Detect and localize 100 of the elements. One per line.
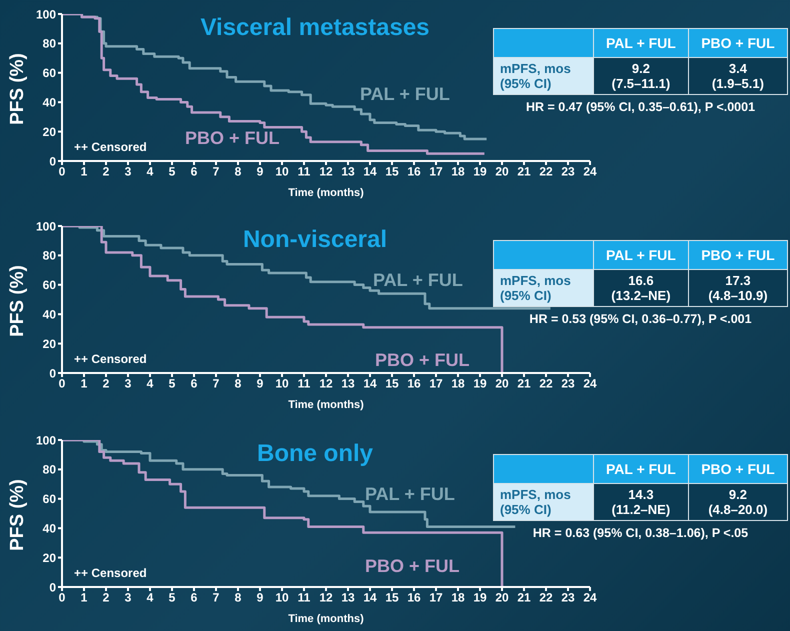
x-tick-label: 18	[451, 164, 465, 179]
annotation: ++ Censored	[74, 352, 147, 366]
x-tick-label: 15	[385, 164, 399, 179]
y-axis-title: PFS (%)	[7, 52, 29, 127]
annotation: ++ Censored	[74, 566, 147, 580]
text: 3.4 (1.9–5.1)	[712, 61, 764, 91]
x-tick-label: 17	[429, 590, 443, 605]
x-tick-label: 14	[363, 164, 377, 179]
x-axis-title: Time (months)	[288, 399, 364, 411]
y-tick-label: 80	[42, 248, 56, 263]
x-tick-label: 24	[583, 164, 597, 179]
x-tick-label: 8	[234, 164, 242, 179]
x-tick-label: 9	[256, 590, 264, 605]
x-tick-label: 23	[561, 590, 575, 605]
x-tick-label: 22	[539, 590, 553, 605]
annotation: HR = 0.47 (95% CI, 0.35–0.61), P <.0001	[524, 100, 756, 114]
text: PAL + FUL	[606, 461, 676, 477]
y-tick-label: 0	[49, 580, 56, 594]
x-tick-label: 9	[256, 376, 264, 391]
x-tick-label: 3	[124, 376, 132, 391]
series-label: PBO + FUL	[375, 350, 470, 371]
x-tick-label: 5	[168, 376, 176, 391]
x-tick-label: 8	[234, 376, 242, 391]
annotation: mPFS, mos (95% CI)	[494, 58, 594, 94]
x-tick-label: 4	[146, 164, 154, 179]
x-tick-label: 19	[473, 590, 487, 605]
x-tick-label: 0	[58, 376, 66, 391]
x-tick-label: 10	[275, 376, 289, 391]
x-tick-label: 12	[319, 590, 333, 605]
x-tick-label: 17	[429, 376, 443, 391]
x-tick-label: 1	[80, 376, 88, 391]
x-tick-label: 24	[583, 376, 597, 391]
x-tick-label: 20	[495, 590, 509, 605]
annotation: HR = 0.63 (95% CI, 0.38–1.06), P <.05	[532, 526, 750, 540]
x-tick-label: 12	[319, 376, 333, 391]
x-tick-label: 18	[451, 590, 465, 605]
chart-title: Bone only	[256, 440, 374, 468]
x-tick-label: 11	[298, 376, 311, 391]
x-tick-label: 22	[539, 164, 553, 179]
annotation: HR = 0.53 (95% CI, 0.36–0.77), P <.001	[528, 312, 753, 326]
x-tick-label: 21	[517, 590, 531, 605]
x-tick-label: 7	[212, 164, 220, 179]
y-tick-label: 60	[42, 492, 56, 506]
x-tick-label: 5	[168, 164, 176, 179]
y-tick-label: 80	[42, 36, 56, 51]
text: 9.2 (4.8–20.0)	[708, 487, 768, 517]
x-tick-label: 6	[190, 590, 198, 605]
x-axis-title: Time (months)	[288, 613, 364, 625]
x-tick-label: 5	[168, 590, 176, 605]
text: 16.6 (13.2–NE)	[611, 273, 671, 303]
chart-title: Non-visceral	[242, 226, 388, 254]
x-tick-label: 6	[190, 376, 198, 391]
y-tick-label: 40	[42, 521, 56, 536]
y-tick-label: 100	[36, 7, 56, 22]
x-tick-label: 3	[124, 164, 132, 179]
x-tick-label: 1	[80, 164, 88, 179]
y-tick-label: 0	[49, 154, 56, 168]
y-tick-label: 20	[42, 550, 56, 565]
y-tick-label: 100	[36, 219, 56, 234]
x-tick-label: 2	[102, 164, 110, 179]
x-tick-label: 6	[190, 164, 198, 179]
x-tick-label: 3	[124, 590, 132, 605]
x-tick-label: 18	[451, 376, 465, 391]
x-tick-label: 20	[495, 376, 509, 391]
text: 14.3 (11.2–NE)	[612, 487, 670, 517]
annotation: mPFS, mos (95% CI)	[494, 270, 594, 306]
y-tick-label: 60	[42, 278, 56, 292]
x-tick-label: 22	[539, 376, 553, 391]
x-tick-label: 21	[517, 164, 531, 179]
text: 17.3 (4.8–10.9)	[708, 273, 768, 303]
series-label: PBO + FUL	[365, 556, 460, 577]
x-tick-label: 15	[385, 590, 399, 605]
x-tick-label: 0	[58, 164, 66, 179]
x-tick-label: 23	[561, 376, 575, 391]
x-tick-label: 19	[473, 164, 487, 179]
chart-title: Visceral metastases	[199, 14, 431, 42]
x-tick-label: 14	[363, 376, 377, 391]
x-tick-label: 0	[58, 590, 66, 605]
x-tick-label: 4	[146, 590, 154, 605]
x-tick-label: 21	[517, 376, 531, 391]
x-tick-label: 9	[256, 164, 264, 179]
x-tick-label: 13	[341, 376, 355, 391]
text: PBO + FUL	[701, 35, 775, 51]
annotation: ++ Censored	[74, 140, 147, 154]
x-tick-label: 8	[234, 590, 242, 605]
y-tick-label: 20	[42, 336, 56, 351]
x-tick-label: 10	[275, 164, 289, 179]
x-tick-label: 24	[583, 590, 597, 605]
text: PAL + FUL	[606, 35, 676, 51]
x-tick-label: 1	[80, 590, 88, 605]
y-tick-label: 0	[49, 366, 56, 380]
x-tick-label: 7	[212, 376, 220, 391]
x-tick-label: 16	[407, 164, 421, 179]
x-tick-label: 16	[407, 590, 421, 605]
series-label: PAL + FUL	[365, 484, 455, 505]
annotation: mPFS, mos (95% CI)	[494, 484, 594, 520]
y-axis-title: PFS (%)	[7, 264, 29, 339]
series-label: PAL + FUL	[373, 270, 463, 291]
x-tick-label: 23	[561, 164, 575, 179]
x-tick-label: 2	[102, 376, 110, 391]
